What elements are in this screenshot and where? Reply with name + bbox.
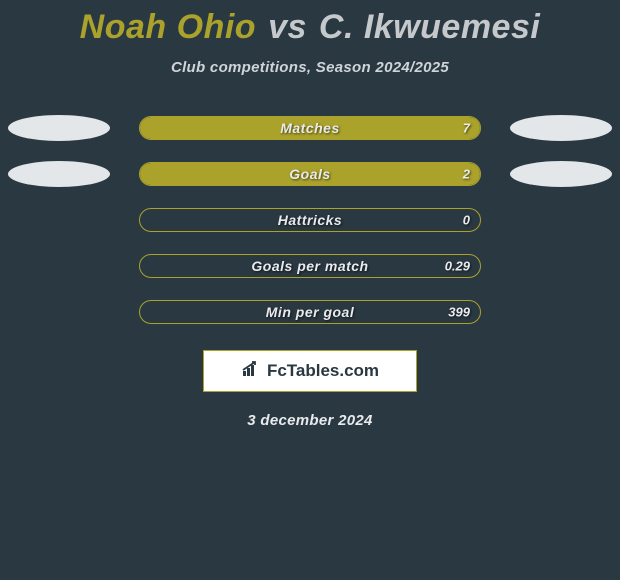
page-title: Noah Ohio vs C. Ikwuemesi — [80, 8, 541, 47]
stat-label: Min per goal — [266, 304, 354, 320]
title-player1: Noah Ohio — [80, 8, 256, 47]
stat-row: Goals per match 0.29 — [0, 254, 620, 278]
stat-bar: Goals 2 — [139, 162, 481, 186]
logo-box: FcTables.com — [203, 350, 417, 392]
stat-label: Goals per match — [251, 258, 368, 274]
stat-label: Matches — [280, 120, 340, 136]
logo-chart-icon — [241, 360, 261, 383]
stat-value: 7 — [463, 121, 470, 136]
stat-label: Hattricks — [278, 212, 342, 228]
right-ellipse — [510, 161, 612, 187]
stat-bar: Hattricks 0 — [139, 208, 481, 232]
stat-row: Min per goal 399 — [0, 300, 620, 324]
logo-text: FcTables.com — [267, 361, 379, 381]
left-ellipse — [8, 161, 110, 187]
subtitle: Club competitions, Season 2024/2025 — [171, 59, 449, 76]
stat-bar: Min per goal 399 — [139, 300, 481, 324]
stat-value: 399 — [448, 305, 470, 320]
stat-value: 0 — [463, 213, 470, 228]
stat-row: Goals 2 — [0, 162, 620, 186]
stat-label: Goals — [289, 166, 330, 182]
date-label: 3 december 2024 — [247, 412, 372, 429]
title-vs: vs — [268, 8, 307, 47]
stat-bars: Matches 7 Goals 2 Hattricks 0 Goals per match 0… — [0, 116, 620, 324]
right-ellipse — [510, 115, 612, 141]
stat-value: 2 — [463, 167, 470, 182]
stat-bar: Matches 7 — [139, 116, 481, 140]
left-ellipse — [8, 115, 110, 141]
stat-row: Matches 7 — [0, 116, 620, 140]
stat-bar: Goals per match 0.29 — [139, 254, 481, 278]
stat-row: Hattricks 0 — [0, 208, 620, 232]
stat-value: 0.29 — [445, 259, 470, 274]
title-player2: C. Ikwuemesi — [319, 8, 540, 47]
